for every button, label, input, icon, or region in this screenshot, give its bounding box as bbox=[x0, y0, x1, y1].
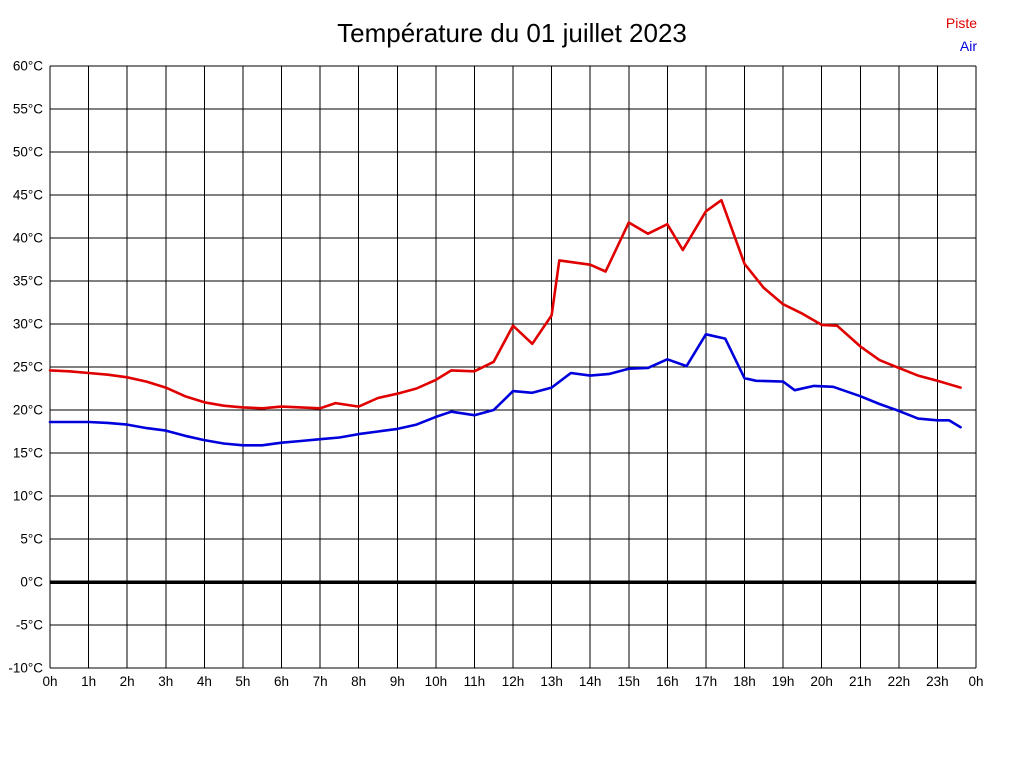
chart-title: Température du 01 juillet 2023 bbox=[337, 18, 687, 48]
legend-item-piste: Piste bbox=[945, 15, 977, 31]
y-tick-label: 10°C bbox=[13, 489, 43, 504]
x-tick-label: 16h bbox=[656, 674, 679, 689]
x-tick-label: 5h bbox=[235, 674, 250, 689]
x-tick-label: 7h bbox=[313, 674, 328, 689]
air-temperature-line bbox=[48, 332, 962, 447]
y-tick-label: 60°C bbox=[13, 59, 43, 74]
x-tick-label: 15h bbox=[617, 674, 640, 689]
x-tick-label: 0h bbox=[42, 674, 57, 689]
y-tick-label: 25°C bbox=[13, 360, 43, 375]
x-tick-label: 13h bbox=[540, 674, 563, 689]
x-tick-label: 18h bbox=[733, 674, 756, 689]
y-tick-label: 50°C bbox=[13, 145, 43, 160]
y-tick-label: 20°C bbox=[13, 403, 43, 418]
y-tick-label: 15°C bbox=[13, 446, 43, 461]
y-tick-label: 30°C bbox=[13, 317, 43, 332]
x-tick-label: 17h bbox=[695, 674, 718, 689]
x-tick-label: 0h bbox=[968, 674, 983, 689]
y-tick-label: 40°C bbox=[13, 231, 43, 246]
y-tick-label: 35°C bbox=[13, 274, 43, 289]
x-tick-label: 22h bbox=[888, 674, 911, 689]
x-tick-label: 4h bbox=[197, 674, 212, 689]
y-tick-label: -5°C bbox=[16, 618, 43, 633]
legend: Piste Air bbox=[946, 12, 977, 58]
x-tick-label: 8h bbox=[351, 674, 366, 689]
x-tick-label: 3h bbox=[158, 674, 173, 689]
y-tick-label: 0°C bbox=[20, 575, 43, 590]
x-tick-label: 2h bbox=[120, 674, 135, 689]
x-tick-label: 9h bbox=[390, 674, 405, 689]
x-tick-label: 12h bbox=[502, 674, 525, 689]
y-tick-label: 5°C bbox=[20, 532, 43, 547]
y-tick-label: 45°C bbox=[13, 188, 43, 203]
y-tick-label: -10°C bbox=[8, 661, 43, 676]
x-tick-label: 19h bbox=[772, 674, 795, 689]
x-tick-label: 6h bbox=[274, 674, 289, 689]
legend-item-air: Air bbox=[959, 38, 977, 54]
x-tick-label: 1h bbox=[81, 674, 96, 689]
piste-temperature-line bbox=[48, 198, 962, 410]
y-tick-label: 55°C bbox=[13, 102, 43, 117]
x-tick-label: 14h bbox=[579, 674, 602, 689]
x-tick-label: 11h bbox=[464, 674, 486, 689]
x-tick-label: 21h bbox=[849, 674, 872, 689]
x-tick-label: 23h bbox=[926, 674, 949, 689]
x-tick-label: 10h bbox=[425, 674, 448, 689]
x-tick-label: 20h bbox=[810, 674, 833, 689]
